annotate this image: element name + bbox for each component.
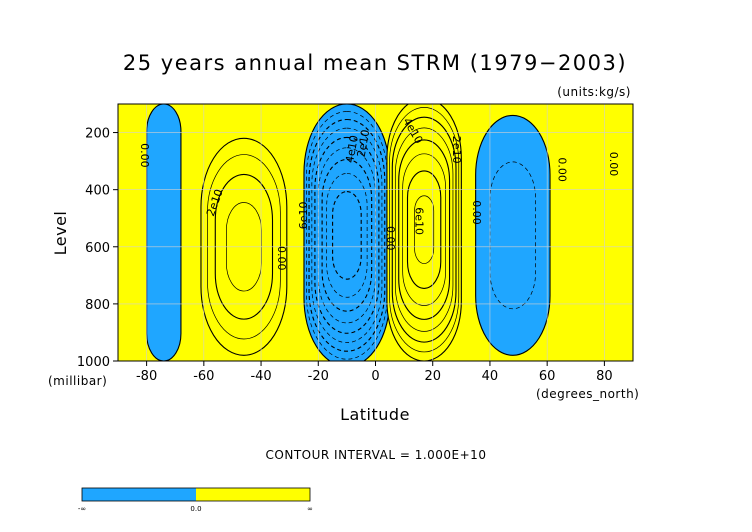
y-tick-label-2: 600 (85, 241, 110, 256)
contour-hadley-south-8 (332, 191, 362, 280)
contour-hadley-south-6 (321, 158, 373, 312)
contour-label-5: 2e10 (355, 129, 373, 159)
contour-hadley-north-4 (398, 139, 451, 320)
contour-label-2: 0.00 (275, 246, 288, 271)
contour-hadley-south-2 (308, 118, 386, 352)
contour-label-4: 4e10 (343, 134, 361, 164)
region-hadley-north (386, 104, 462, 361)
contour-label-10: 0.00 (470, 200, 483, 225)
x-units-label: (degrees_north) (536, 387, 639, 401)
contour-label-6: 0.00 (384, 226, 397, 251)
x-tick-label-2: -40 (250, 369, 271, 384)
region-ferrel-north (475, 115, 551, 356)
y-tick-label-1: 400 (85, 184, 110, 199)
y-units-label: (millibar) (48, 374, 107, 388)
colorbar-frame (81, 487, 311, 502)
contour-label-9: 6e10 (413, 207, 426, 235)
x-tick-label-7: 60 (539, 369, 556, 384)
contour-hadley-north-3 (394, 127, 454, 332)
y-tick-label-0: 200 (85, 127, 110, 142)
contour-hadley-south-3 (311, 127, 383, 343)
colorbar-label-zero: 0.0 (190, 505, 201, 513)
contour-hadley-north-7 (414, 195, 435, 264)
colorbar: -∞ 0.0 ∞ (78, 487, 313, 513)
region-hadley-south (303, 104, 390, 361)
contour-label-11: 0.00 (556, 157, 569, 182)
contour-hadley-north-1 (389, 107, 460, 353)
chart-title: 25 years annual mean STRM (1979−2003) (123, 51, 627, 75)
contour-hadley-north-0 (386, 104, 462, 361)
contour-label-8: 2e10 (450, 136, 463, 164)
colorbar-label-min: -∞ (78, 505, 86, 513)
x-tick-label-6: 40 (482, 369, 499, 384)
contour-ferrel-north-0 (475, 114, 551, 356)
contour-label-0: 0.00 (138, 143, 151, 168)
contour-hadley-north-6 (406, 170, 442, 289)
x-tick-label-3: -20 (308, 369, 329, 384)
colorbar-positive-segment (196, 488, 310, 501)
region-high-lat-south (146, 104, 181, 361)
x-tick-label-5: 20 (424, 369, 441, 384)
y-tick-label-4: 1000 (77, 355, 110, 370)
units-label: (units:kg/s) (557, 85, 631, 99)
plot-inner: 0.002e100.006e104e102e100.004e102e106e10… (118, 104, 633, 361)
x-tick-label-8: 80 (596, 369, 613, 384)
x-tick-label-0: -80 (136, 369, 157, 384)
contour-label-12: 0.00 (607, 152, 620, 177)
contour-hadley-north-5 (402, 153, 446, 306)
y-tick-label-3: 800 (85, 298, 110, 313)
contour-hadley-north-2 (391, 116, 457, 343)
contour-hadley-south-7 (326, 173, 368, 298)
colorbar-negative-segment (82, 488, 196, 501)
plot-area: 0.002e100.006e104e102e100.004e102e106e10… (77, 103, 634, 384)
y-axis-label: Level (51, 211, 70, 256)
contour-interval-text: CONTOUR INTERVAL = 1.000E+10 (266, 448, 487, 462)
contour-hadley-south-4 (314, 136, 380, 334)
x-tick-label-1: -60 (193, 369, 214, 384)
x-axis-label: Latitude (340, 405, 410, 424)
contour-ferrel-north-1 (489, 161, 536, 310)
x-tick-label-4: 0 (371, 369, 379, 384)
colorbar-label-max: ∞ (307, 505, 313, 513)
contour-label-3: 6e10 (297, 201, 310, 229)
